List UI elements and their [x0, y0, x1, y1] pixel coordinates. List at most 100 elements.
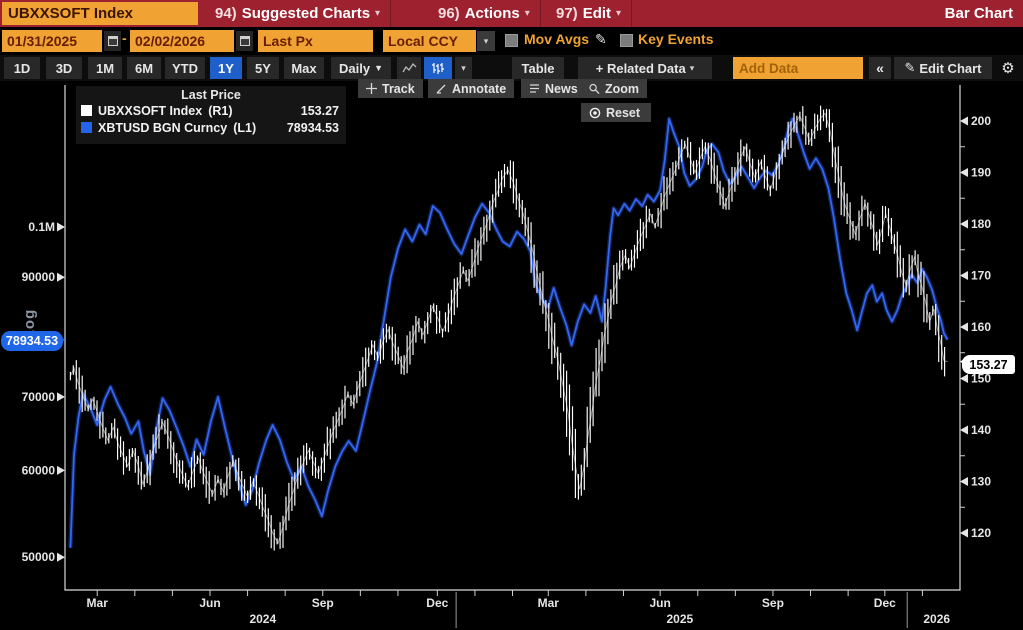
xbtusd-line-series	[68, 116, 950, 548]
annotate-pencil-icon	[436, 84, 446, 94]
svg-text:170: 170	[971, 269, 991, 283]
svg-text:Sep: Sep	[312, 596, 334, 610]
blue-series-swatch	[81, 122, 92, 133]
menu-shortcut: 97)	[556, 5, 578, 22]
gear-icon[interactable]: ⚙	[1001, 60, 1015, 77]
legend-title: Last Price	[181, 88, 241, 102]
calendar-icon[interactable]	[104, 31, 121, 51]
period-3d-button[interactable]: 3D	[46, 57, 82, 79]
period-6m-button[interactable]: 6M	[127, 57, 161, 79]
menu-shortcut: 94)	[215, 5, 237, 22]
currency-dropdown-button[interactable]: ▾	[477, 31, 495, 51]
window-title-bar-chart: Bar Chart	[944, 5, 1013, 22]
menu-bar: UBXXSOFT Index 94) Suggested Charts ▾ 96…	[0, 0, 1023, 27]
collapse-panel-button[interactable]: «	[869, 57, 891, 79]
news-button[interactable]: News	[521, 79, 586, 98]
svg-text:0.1M: 0.1M	[28, 220, 55, 234]
ticker-field[interactable]: UBXXSOFT Index	[2, 2, 198, 25]
caret-down-icon: ▾	[524, 8, 530, 19]
menu-actions[interactable]: 96) Actions ▾	[428, 0, 541, 27]
chart-toolbar: 1D 3D 1M 6M YTD 1Y 5Y Max Daily ▼ ▾ Tabl…	[0, 55, 1023, 81]
mov-avgs-checkbox[interactable]	[505, 34, 518, 47]
chart-legend: Last Price UBXXSOFT Index (R1) 153.27 XB…	[76, 86, 346, 144]
ubxxsoft-last-price-tag: 153.27	[962, 355, 1015, 374]
svg-text:150: 150	[971, 372, 991, 386]
period-1m-button[interactable]: 1M	[88, 57, 122, 79]
annotate-button[interactable]: Annotate	[428, 79, 515, 98]
currency-field[interactable]: Local CCY	[383, 30, 476, 52]
menu-suggested-charts[interactable]: 94) Suggested Charts ▾	[205, 0, 392, 27]
related-data-dropdown[interactable]: + Related Data ▾	[578, 57, 712, 79]
svg-text:160: 160	[971, 320, 991, 334]
period-1d-button[interactable]: 1D	[4, 57, 40, 79]
caret-down-icon: ▾	[375, 8, 381, 19]
date-from-field[interactable]: 01/31/2025	[2, 30, 102, 52]
menu-shortcut: 96)	[438, 5, 460, 22]
date-range-separator: -	[122, 30, 127, 46]
menu-label: Edit	[582, 5, 612, 22]
caret-down-icon: ▾	[689, 62, 695, 73]
reset-button[interactable]: Reset	[581, 103, 651, 122]
last-price-value: 153.27	[300, 103, 339, 118]
track-crosshair-icon	[366, 83, 377, 94]
caret-down-icon: ▾	[616, 8, 622, 19]
svg-text:2025: 2025	[667, 612, 694, 626]
legend-row-xbtusd[interactable]: XBTUSD BGN Curncy (L1) 78934.53	[76, 119, 346, 136]
price-type-field[interactable]: Last Px	[258, 30, 373, 52]
x-axis: Mar Jun Sep Dec Mar Jun Sep Dec 2024 2025 2026	[87, 590, 950, 628]
key-events-label: Key Events	[638, 31, 714, 47]
calendar-icon[interactable]	[236, 31, 253, 51]
svg-text:Jun: Jun	[199, 596, 220, 610]
right-axis: 200 190 180 170 160 150 140 130 120	[960, 114, 991, 540]
line-chart-icon	[401, 62, 416, 73]
key-events-checkbox[interactable]	[620, 34, 633, 47]
svg-text:50000: 50000	[22, 550, 56, 564]
table-button[interactable]: Table	[512, 57, 564, 79]
svg-text:2026: 2026	[923, 612, 950, 626]
ubxxsoft-bar-series	[69, 105, 948, 551]
ticker-label: UBXXSOFT Index	[8, 5, 134, 22]
svg-text:Mar: Mar	[87, 596, 109, 610]
period-1y-button-active[interactable]: 1Y	[210, 57, 242, 79]
svg-text:Jun: Jun	[650, 596, 671, 610]
svg-text:180: 180	[971, 217, 991, 231]
svg-text:140: 140	[971, 423, 991, 437]
pencil-icon: ✎	[904, 60, 916, 75]
svg-text:130: 130	[971, 475, 991, 489]
svg-text:Dec: Dec	[426, 596, 448, 610]
news-lines-icon	[530, 84, 539, 93]
period-ytd-button[interactable]: YTD	[165, 57, 205, 79]
zoom-button[interactable]: Zoom	[581, 79, 647, 98]
period-max-button[interactable]: Max	[284, 57, 324, 79]
svg-text:60000: 60000	[22, 463, 56, 477]
left-axis: 0.1M 90000 70000 60000 50000	[22, 220, 65, 564]
chart-type-dropdown[interactable]: ▾	[455, 57, 472, 79]
add-data-input[interactable]	[733, 57, 863, 79]
last-price-value: 78934.53	[286, 120, 339, 135]
bar-chart-type-button-active[interactable]	[424, 57, 452, 79]
edit-chart-button[interactable]: ✎ Edit Chart	[894, 57, 992, 79]
frequency-dropdown[interactable]: Daily ▼	[331, 57, 391, 79]
line-chart-type-button[interactable]	[397, 57, 421, 79]
reset-target-icon	[589, 107, 601, 118]
axes	[64, 85, 961, 591]
date-to-field[interactable]: 02/02/2026	[130, 30, 234, 52]
svg-text:70000: 70000	[22, 390, 56, 404]
svg-text:120: 120	[971, 526, 991, 540]
magnifier-icon	[589, 83, 600, 94]
svg-text:Mar: Mar	[538, 596, 560, 610]
menu-label: Actions	[464, 5, 520, 22]
svg-text:190: 190	[971, 166, 991, 180]
settings-bar: 01/31/2025 - 02/02/2026 Last Px Local CC…	[0, 27, 1023, 55]
pencil-icon[interactable]: ✎	[595, 31, 607, 47]
legend-row-ubxxsoft[interactable]: UBXXSOFT Index (R1) 153.27	[76, 102, 346, 119]
period-5y-button[interactable]: 5Y	[247, 57, 279, 79]
track-button[interactable]: Track	[358, 79, 423, 98]
white-series-swatch	[81, 105, 92, 116]
menu-edit[interactable]: 97) Edit ▾	[546, 0, 633, 27]
mov-avgs-label: Mov Avgs	[524, 31, 590, 47]
menu-label: Suggested Charts	[241, 5, 371, 22]
svg-text:200: 200	[971, 114, 991, 128]
